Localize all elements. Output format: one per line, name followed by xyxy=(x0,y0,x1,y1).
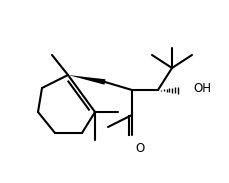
Text: O: O xyxy=(135,141,145,154)
Polygon shape xyxy=(68,75,106,85)
Text: OH: OH xyxy=(193,81,211,94)
